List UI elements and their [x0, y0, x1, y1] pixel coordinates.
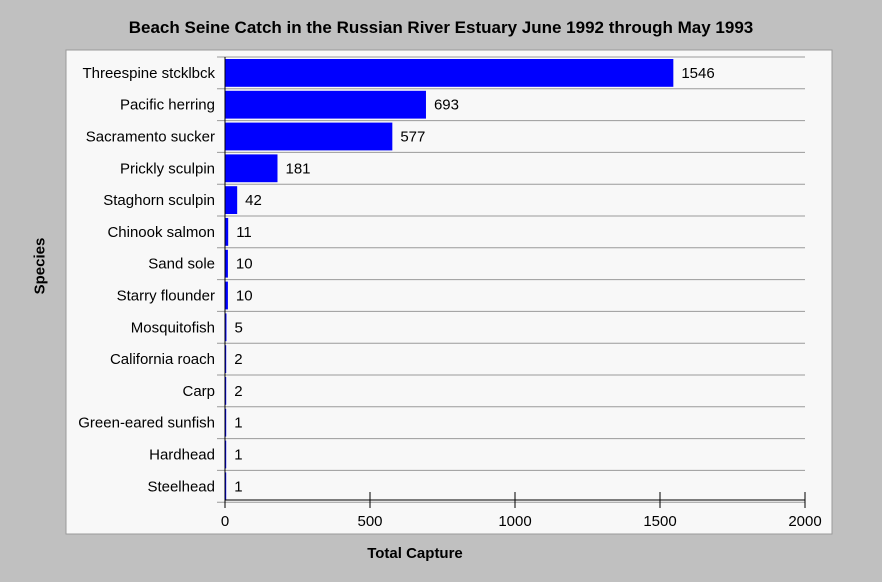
category-label: Steelhead — [147, 478, 215, 495]
category-label: Threespine stcklbck — [82, 65, 215, 82]
bar — [225, 218, 229, 246]
category-label: Hardhead — [149, 447, 215, 464]
data-label: 577 — [400, 129, 425, 146]
data-label: 1 — [234, 415, 242, 432]
data-label: 2 — [234, 351, 242, 368]
x-tick-label: 1500 — [643, 513, 676, 530]
bar — [225, 90, 426, 119]
bar — [225, 249, 228, 278]
category-label: Sand sole — [148, 256, 215, 273]
category-label: California roach — [110, 351, 215, 368]
data-label: 693 — [434, 97, 459, 114]
category-label: Mosquitofish — [131, 319, 215, 336]
data-label: 1 — [234, 447, 242, 464]
x-axis-label: Total Capture — [367, 545, 463, 562]
bar — [225, 122, 393, 151]
data-label: 10 — [236, 256, 253, 273]
bar — [225, 154, 278, 183]
plot-area — [65, 49, 833, 535]
category-label: Green-eared sunfish — [78, 415, 215, 432]
x-tick-label: 1000 — [498, 513, 531, 530]
bar — [225, 186, 238, 214]
category-label: Pacific herring — [120, 97, 215, 114]
bar — [225, 345, 227, 373]
data-label: 2 — [234, 383, 242, 400]
category-label: Starry flounder — [117, 288, 215, 305]
category-label: Chinook salmon — [107, 224, 215, 241]
bar — [225, 59, 674, 87]
data-label: 5 — [234, 319, 242, 336]
category-label: Carp — [182, 383, 215, 400]
bar — [225, 377, 227, 405]
bar — [225, 281, 228, 310]
x-tick-label: 0 — [221, 513, 229, 530]
data-label: 42 — [245, 192, 262, 209]
data-label: 1546 — [681, 65, 714, 82]
category-label: Sacramento sucker — [86, 129, 215, 146]
bar — [225, 472, 227, 501]
category-label: Staghorn sculpin — [103, 192, 215, 209]
bar — [225, 440, 227, 469]
data-label: 181 — [285, 160, 310, 177]
chart-title: Beach Seine Catch in the Russian River E… — [128, 18, 754, 37]
bar — [225, 408, 227, 437]
data-label: 10 — [236, 288, 253, 305]
data-label: 1 — [234, 478, 242, 495]
x-tick-label: 2000 — [788, 513, 821, 530]
data-label: 11 — [236, 224, 252, 241]
category-label: Prickly sculpin — [120, 160, 215, 177]
bar — [225, 313, 227, 342]
x-tick-label: 500 — [357, 513, 382, 530]
